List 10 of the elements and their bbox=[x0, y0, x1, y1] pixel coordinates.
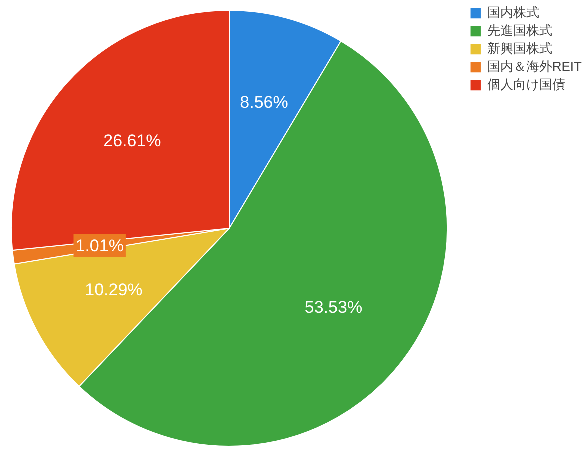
legend-label: 個人向け国債 bbox=[487, 76, 566, 94]
data-label: 26.61% bbox=[104, 131, 162, 150]
legend-label: 先進国株式 bbox=[487, 22, 552, 40]
data-label: 10.29% bbox=[85, 280, 143, 300]
data-label: 1.01% bbox=[76, 236, 124, 256]
legend-label: 新興国株式 bbox=[487, 40, 552, 58]
data-label: 53.53% bbox=[304, 298, 363, 318]
legend-label: 国内株式 bbox=[487, 4, 540, 22]
legend-label: 国内＆海外REIT bbox=[487, 58, 582, 76]
data-label: 8.56% bbox=[240, 92, 288, 112]
